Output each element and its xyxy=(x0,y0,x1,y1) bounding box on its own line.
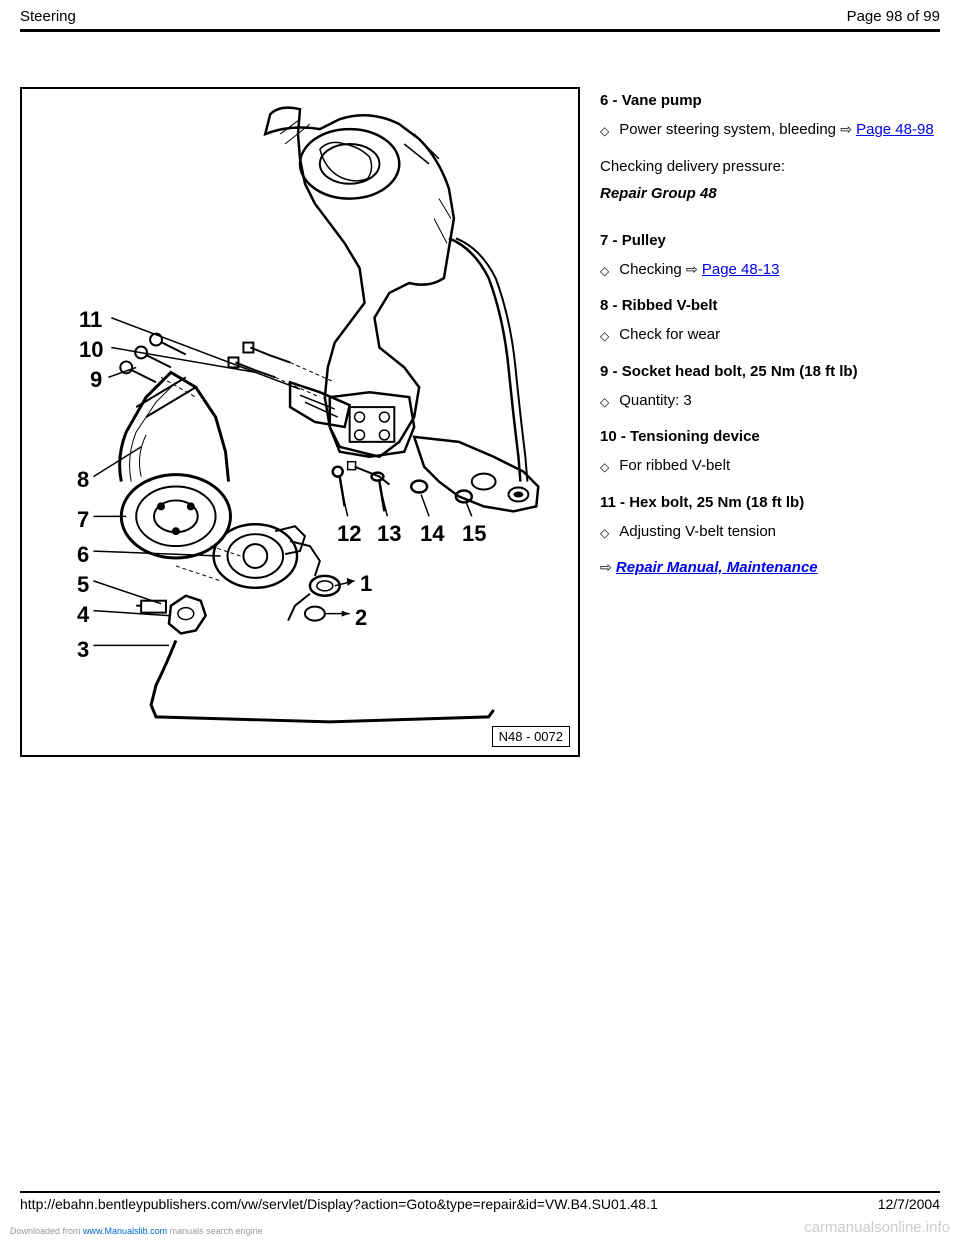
item-10-bullet-1: For ribbed V-belt xyxy=(619,455,940,478)
header-right: Page 98 of 99 xyxy=(847,8,940,25)
callout-4: 4 xyxy=(77,602,89,628)
item-6-bullet-1: Power steering system, bleeding ⇨ Page 4… xyxy=(619,119,940,142)
callout-3: 3 xyxy=(77,637,89,663)
download-note: Downloaded from www.Manualslib.com manua… xyxy=(10,1226,263,1236)
header-left: Steering xyxy=(20,8,76,25)
item-10-heading: Tensioning device xyxy=(630,428,760,445)
callout-2: 2 xyxy=(355,605,367,631)
technical-diagram xyxy=(22,89,578,755)
item-6-heading: Vane pump xyxy=(622,92,702,109)
page-header: Steering Page 98 of 99 xyxy=(20,8,940,32)
item-7-heading: Pulley xyxy=(622,232,666,249)
item-7-bullet-1: Checking ⇨ Page 48-13 xyxy=(619,259,940,282)
item-9-heading: Socket head bolt, 25 Nm (18 ft lb) xyxy=(622,363,858,380)
callout-6: 6 xyxy=(77,542,89,568)
footer-date: 12/7/2004 xyxy=(878,1196,940,1212)
main-content: 11 10 9 8 7 6 5 4 3 12 13 14 15 1 2 N48 … xyxy=(20,87,940,757)
item-6-number: 6 - xyxy=(600,92,622,109)
item-6: 6 - Vane pump ◇ Power steering system, b… xyxy=(600,92,940,202)
watermark: carmanualsonline.info xyxy=(804,1219,950,1236)
arrow-icon: ⇨ xyxy=(840,121,852,137)
callout-14: 14 xyxy=(420,521,444,547)
callout-13: 13 xyxy=(377,521,401,547)
bullet-icon: ◇ xyxy=(600,327,609,347)
item-10-number: 10 - xyxy=(600,428,630,445)
item-9: 9 - Socket head bolt, 25 Nm (18 ft lb) ◇… xyxy=(600,363,940,413)
item-7-number: 7 - xyxy=(600,232,622,249)
bullet-icon: ◇ xyxy=(600,524,609,544)
item-8-heading: Ribbed V-belt xyxy=(622,297,718,314)
item-11-bullet-1: Adjusting V-belt tension xyxy=(619,521,940,544)
page-link-48-13[interactable]: Page 48-13 xyxy=(702,261,780,278)
page-footer: http://ebahn.bentleypublishers.com/vw/se… xyxy=(20,1191,940,1212)
bullet-icon: ◇ xyxy=(600,458,609,478)
content-list: 6 - Vane pump ◇ Power steering system, b… xyxy=(590,87,940,757)
callout-12: 12 xyxy=(337,521,361,547)
item-8-number: 8 - xyxy=(600,297,622,314)
diagram-code: N48 - 0072 xyxy=(492,726,570,747)
callout-7: 7 xyxy=(77,507,89,533)
manualslib-link[interactable]: www.Manualslib.com xyxy=(83,1226,167,1236)
item-8-bullet-1: Check for wear xyxy=(619,324,940,347)
callout-15: 15 xyxy=(462,521,486,547)
bullet-icon: ◇ xyxy=(600,122,609,142)
item-6-repair: Repair Group 48 xyxy=(600,185,940,202)
item-11-heading: Hex bolt, 25 Nm (18 ft lb) xyxy=(629,494,804,511)
diagram-container: 11 10 9 8 7 6 5 4 3 12 13 14 15 1 2 N48 … xyxy=(20,87,580,757)
item-7: 7 - Pulley ◇ Checking ⇨ Page 48-13 xyxy=(600,232,940,282)
page-link-48-98[interactable]: Page 48-98 xyxy=(856,121,934,138)
item-10: 10 - Tensioning device ◇ For ribbed V-be… xyxy=(600,428,940,478)
callout-1: 1 xyxy=(360,571,372,597)
footer-url: http://ebahn.bentleypublishers.com/vw/se… xyxy=(20,1196,658,1212)
item-11-number: 11 - xyxy=(600,494,629,511)
item-11: 11 - Hex bolt, 25 Nm (18 ft lb) ◇ Adjust… xyxy=(600,494,940,577)
callout-10: 10 xyxy=(79,337,103,363)
item-8: 8 - Ribbed V-belt ◇ Check for wear xyxy=(600,297,940,347)
arrow-icon: ⇨ xyxy=(686,261,698,277)
bullet-icon: ◇ xyxy=(600,393,609,413)
callout-9: 9 xyxy=(90,367,102,393)
callout-11: 11 xyxy=(79,307,102,333)
repair-manual-link[interactable]: Repair Manual, Maintenance xyxy=(616,559,818,576)
item-6-checking: Checking delivery pressure: xyxy=(600,158,940,175)
bullet-icon: ◇ xyxy=(600,262,609,282)
arrow-icon: ⇨ xyxy=(600,559,612,575)
callout-8: 8 xyxy=(77,467,89,493)
callout-5: 5 xyxy=(77,572,89,598)
item-9-bullet-1: Quantity: 3 xyxy=(619,390,940,413)
item-9-number: 9 - xyxy=(600,363,622,380)
